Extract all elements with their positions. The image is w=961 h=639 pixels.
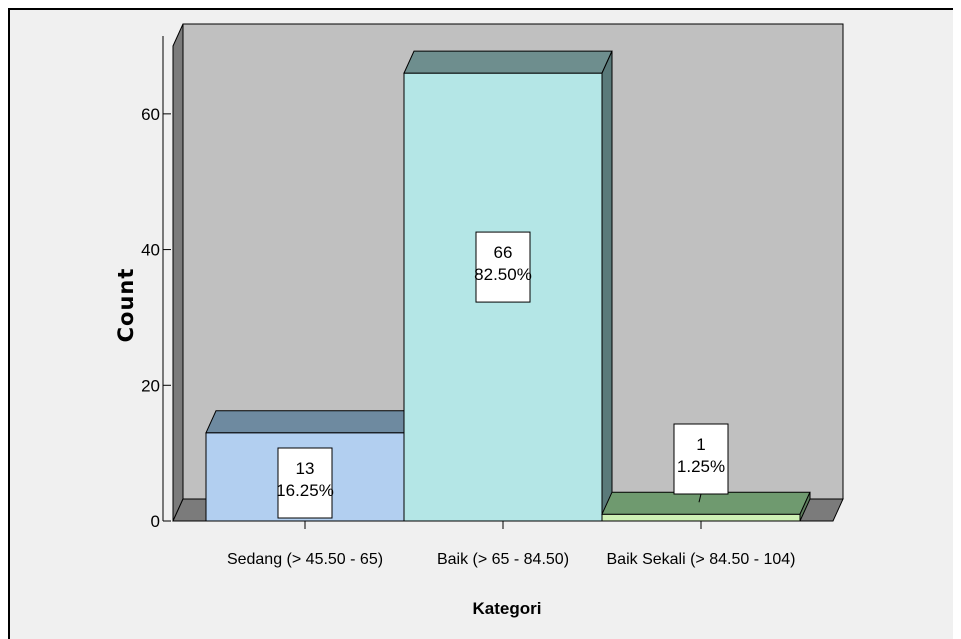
data-label-count: 1 [696, 435, 705, 454]
x-tick-label: Baik Sekali (> 84.50 - 104) [607, 551, 796, 568]
data-label-percent: 82.50% [474, 265, 532, 284]
data-label-box [673, 423, 729, 495]
data-label-percent: 16.25% [276, 481, 334, 500]
y-axis-title: Count [114, 268, 138, 343]
x-axis-title: Kategori [473, 599, 542, 618]
data-label-count: 66 [494, 243, 513, 262]
y-tick-label: 20 [141, 376, 160, 395]
data-label-box [475, 231, 531, 303]
data-label-count: 13 [296, 459, 315, 478]
bar-top [403, 50, 613, 74]
bar-top [601, 491, 811, 515]
data-label-box [277, 447, 333, 519]
bar-side [799, 492, 811, 522]
y-tick-label: 60 [141, 105, 160, 124]
x-tick-label: Baik (> 65 - 84.50) [437, 551, 569, 568]
x-tick-label: Sedang (> 45.50 - 65) [227, 551, 383, 568]
bar-side [601, 50, 613, 522]
bar-top [205, 410, 415, 434]
data-label-percent: 1.25% [677, 457, 725, 476]
plot-left-wall [172, 23, 184, 522]
data-labels: 13 16.25% 66 82.50% 1 1.25% [276, 231, 729, 519]
bar [601, 513, 801, 522]
y-axis: 0 20 40 60 Sedang (> 45.50 - 65) Baik (> 65 -… [141, 36, 796, 568]
y-tick-label: 40 [141, 241, 160, 260]
data-label-leader [698, 493, 702, 503]
y-tick-label: 0 [151, 512, 160, 531]
